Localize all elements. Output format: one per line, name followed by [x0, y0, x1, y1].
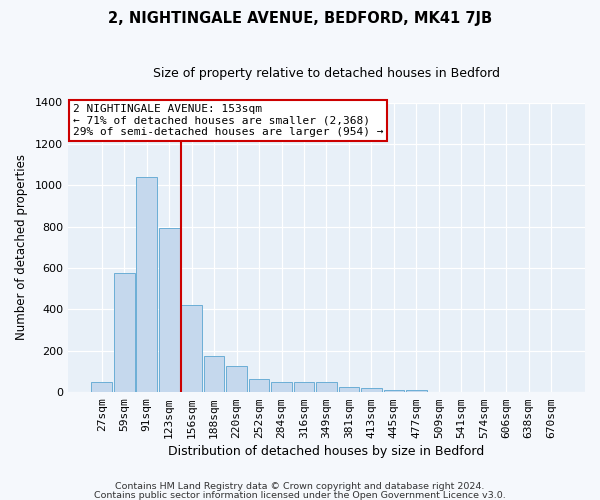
- Bar: [114, 272, 134, 392]
- Bar: [91, 382, 112, 392]
- Bar: [293, 382, 314, 392]
- Bar: [226, 366, 247, 392]
- Title: Size of property relative to detached houses in Bedford: Size of property relative to detached ho…: [153, 68, 500, 80]
- Y-axis label: Number of detached properties: Number of detached properties: [15, 154, 28, 340]
- Bar: [249, 380, 269, 392]
- Bar: [181, 305, 202, 392]
- Bar: [338, 387, 359, 392]
- Bar: [361, 388, 382, 392]
- X-axis label: Distribution of detached houses by size in Bedford: Distribution of detached houses by size …: [169, 444, 485, 458]
- Text: 2, NIGHTINGALE AVENUE, BEDFORD, MK41 7JB: 2, NIGHTINGALE AVENUE, BEDFORD, MK41 7JB: [108, 11, 492, 26]
- Bar: [136, 177, 157, 392]
- Text: Contains HM Land Registry data © Crown copyright and database right 2024.: Contains HM Land Registry data © Crown c…: [115, 482, 485, 491]
- Bar: [204, 356, 224, 392]
- Bar: [271, 382, 292, 392]
- Bar: [159, 228, 179, 392]
- Bar: [383, 390, 404, 392]
- Text: 2 NIGHTINGALE AVENUE: 153sqm
← 71% of detached houses are smaller (2,368)
29% of: 2 NIGHTINGALE AVENUE: 153sqm ← 71% of de…: [73, 104, 383, 137]
- Text: Contains public sector information licensed under the Open Government Licence v3: Contains public sector information licen…: [94, 490, 506, 500]
- Bar: [406, 390, 427, 392]
- Bar: [316, 382, 337, 392]
